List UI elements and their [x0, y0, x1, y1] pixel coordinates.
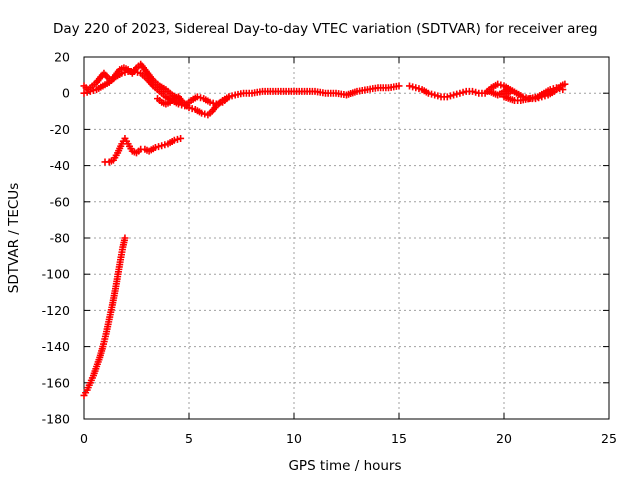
data-point — [83, 88, 91, 96]
data-point — [121, 234, 129, 242]
data-point — [193, 93, 201, 101]
series-dip-segment — [154, 93, 191, 110]
data-point — [201, 110, 209, 118]
data-point — [228, 92, 236, 100]
data-point — [118, 69, 126, 77]
y-tick-label: -60 — [50, 194, 70, 209]
data-point — [472, 88, 480, 96]
data-point — [553, 84, 560, 92]
y-tick-label: -20 — [50, 122, 70, 137]
data-point — [549, 85, 557, 93]
grid-lines — [84, 57, 609, 419]
data-point — [434, 92, 442, 100]
data-point — [494, 80, 502, 88]
data-point — [412, 84, 420, 92]
data-point — [415, 85, 423, 93]
data-point — [161, 141, 169, 149]
data-point — [80, 89, 88, 97]
data-point — [409, 83, 417, 91]
chart-title: Day 220 of 2023, Sidereal Day-to-day VTE… — [53, 21, 598, 37]
data-point — [424, 89, 432, 97]
data-point — [173, 135, 181, 143]
y-tick-label: 20 — [54, 50, 70, 65]
series-steep-rise — [80, 234, 129, 399]
y-tick-label: -80 — [50, 231, 70, 246]
data-point — [212, 100, 220, 108]
x-tick-label: 5 — [185, 431, 193, 446]
y-tick-label: -140 — [42, 339, 70, 354]
data-point — [121, 68, 129, 76]
data-point — [177, 134, 185, 142]
y-tick-label: -40 — [50, 158, 70, 173]
data-point — [556, 85, 564, 93]
axis-ticks — [83, 56, 610, 420]
data-point — [188, 105, 196, 113]
data-point — [443, 93, 451, 101]
x-tick-label: 15 — [391, 431, 407, 446]
data-point — [431, 91, 439, 99]
data-point — [546, 86, 554, 94]
data-point — [183, 102, 191, 110]
data-point — [209, 99, 217, 107]
data-point — [459, 88, 467, 96]
data-point — [469, 87, 476, 95]
data-point — [206, 98, 214, 106]
x-tick-label: 0 — [80, 431, 88, 446]
data-point — [175, 100, 182, 108]
data-point — [446, 92, 454, 100]
series-afternoon-loop — [485, 84, 567, 104]
data-point — [198, 109, 206, 117]
data-point — [197, 94, 205, 102]
y-tick-label: 0 — [62, 86, 70, 101]
y-tick-label: -120 — [42, 303, 70, 318]
x-tick-label: 25 — [601, 431, 617, 446]
data-point — [155, 143, 163, 151]
data-point — [86, 87, 94, 95]
y-tick-labels: -180 -160 -140 -120 -100 -80 -60 -40 -20 0 20 — [42, 50, 70, 427]
data-point — [134, 68, 142, 76]
data-point — [130, 67, 138, 75]
data-point — [158, 142, 166, 150]
x-tick-label: 20 — [496, 431, 512, 446]
data-point — [225, 93, 233, 101]
y-tick-label: -100 — [42, 267, 70, 282]
x-tick-labels: 0 5 10 15 20 25 — [80, 431, 617, 446]
data-point — [215, 99, 223, 107]
x-tick-label: 10 — [286, 431, 302, 446]
y-axis-label: SDTVAR / TECUs — [6, 183, 22, 293]
data-point — [89, 86, 97, 94]
data-point — [151, 144, 159, 151]
data-point — [561, 80, 569, 88]
data-point — [406, 82, 413, 90]
series-mid-arc — [101, 134, 185, 166]
series-lower-loop — [80, 67, 233, 110]
x-axis-label: GPS time / hours — [288, 458, 401, 474]
data-point — [453, 90, 461, 98]
data-point — [170, 136, 178, 144]
data-point — [559, 86, 567, 94]
y-tick-label: -180 — [42, 412, 70, 427]
data-point — [450, 91, 458, 99]
y-tick-label: -160 — [42, 375, 70, 390]
data-point — [395, 82, 403, 90]
data-point — [456, 89, 464, 97]
data-point — [428, 90, 436, 98]
data-points — [80, 60, 569, 399]
data-point — [497, 81, 505, 89]
